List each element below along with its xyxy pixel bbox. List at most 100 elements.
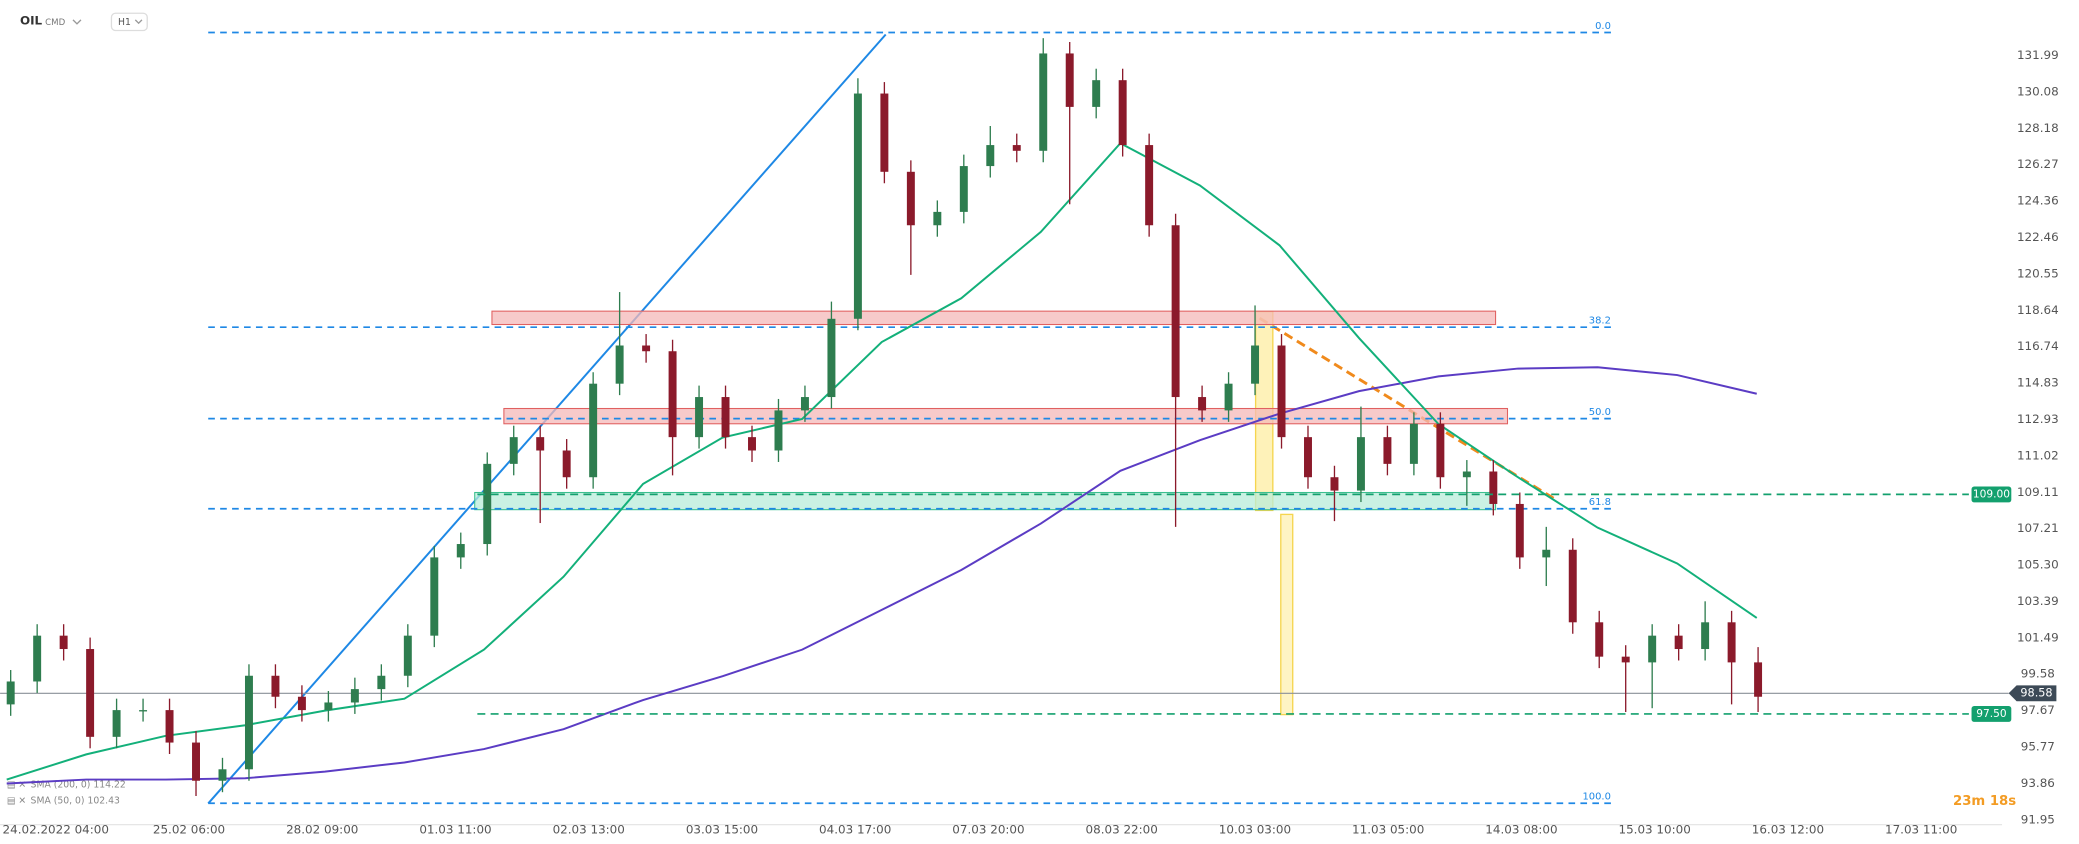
candle-body — [6, 681, 15, 705]
y-tick-label: 91.95 — [2021, 812, 2055, 826]
legend-icon[interactable]: ▤ ✕ — [7, 795, 26, 806]
x-tick-label: 03.03 15:00 — [686, 822, 758, 836]
candle-body — [1012, 145, 1021, 151]
y-tick-label: 107.21 — [2017, 521, 2059, 535]
fib-label: 38.2 — [1589, 316, 1611, 327]
y-tick-label: 112.93 — [2017, 412, 2059, 426]
candle-body — [1409, 423, 1418, 464]
fib-label: 0.0 — [1595, 21, 1611, 32]
candle-body — [1727, 622, 1736, 663]
interval-box[interactable] — [110, 12, 148, 32]
candle-body — [244, 675, 253, 770]
candle-body — [377, 675, 386, 690]
y-tick-label: 122.46 — [2017, 230, 2059, 244]
candle-body — [86, 649, 95, 737]
x-tick-label: 11.03 05:00 — [1352, 822, 1424, 836]
candle-body — [1224, 383, 1233, 411]
symbol[interactable]: OIL — [20, 14, 43, 28]
x-tick-label: 08.03 22:00 — [1086, 822, 1158, 836]
fib-label: 61.8 — [1589, 497, 1611, 508]
candle-body — [1356, 437, 1365, 491]
candle-body — [1701, 622, 1710, 650]
candle-body — [324, 702, 333, 711]
candle-body — [986, 145, 995, 167]
candle-body — [1436, 423, 1445, 478]
x-tick-label: 10.03 03:00 — [1219, 822, 1291, 836]
candle-body — [1568, 549, 1577, 623]
candle-body — [1621, 656, 1630, 663]
candle-body — [1648, 635, 1657, 663]
price-tag — [2008, 685, 2057, 702]
candle-body — [1595, 622, 1604, 657]
candle-body — [933, 211, 942, 226]
y-tick-label: 128.18 — [2017, 121, 2059, 135]
fib-label: 100.0 — [1582, 792, 1610, 803]
y-tick-label: 109.11 — [2017, 485, 2059, 499]
price-tag — [1971, 486, 2012, 503]
timer: 23m 18s — [1953, 794, 2016, 809]
price-tag-label: 98.58 — [2020, 686, 2052, 699]
sma-line — [6, 366, 1757, 785]
price-tag — [1971, 705, 2012, 722]
x-tick-label: 24.02.2022 04:00 — [3, 822, 109, 836]
candle-body — [959, 166, 968, 212]
candle-body — [271, 675, 280, 697]
candle-body — [615, 345, 624, 384]
candle-body — [483, 463, 492, 545]
candle-body — [1171, 225, 1180, 398]
x-tick-label: 04.03 17:00 — [819, 822, 891, 836]
candle-body — [800, 397, 809, 411]
candle-body — [350, 689, 359, 703]
fib-label: 50.0 — [1589, 407, 1611, 418]
price-tag-label: 109.00 — [1973, 488, 2010, 500]
candle-body — [562, 450, 571, 478]
candle-body — [748, 437, 756, 451]
candle-body — [33, 635, 42, 682]
candle-body — [1092, 80, 1101, 107]
x-tick-label: 14.03 08:00 — [1485, 822, 1557, 836]
y-tick-label: 99.58 — [2021, 667, 2055, 681]
dropdown-icon[interactable] — [72, 19, 82, 25]
candle-body — [1251, 345, 1260, 384]
dropdown-icon[interactable] — [134, 19, 143, 25]
x-tick-label: 07.03 20:00 — [952, 822, 1024, 836]
y-tick-label: 95.77 — [2021, 739, 2055, 753]
price-tag-label: 97.50 — [1976, 708, 2007, 720]
candle-body — [218, 769, 227, 781]
candle-body — [1515, 503, 1524, 558]
x-tick-label: 17.03 11:00 — [1885, 822, 1957, 836]
x-tick-label: 01.03 11:00 — [419, 822, 491, 836]
candle-body — [1065, 53, 1074, 107]
zone — [503, 407, 1509, 425]
candle-body — [112, 710, 121, 737]
y-tick-label: 103.39 — [2017, 594, 2059, 608]
y-tick-label: 101.49 — [2017, 630, 2059, 644]
y-tick-label: 124.36 — [2017, 194, 2059, 208]
legend-entry: SMA (50, 0) 102.43 — [31, 795, 120, 806]
candle-body — [1304, 437, 1312, 478]
candle-body — [1277, 345, 1286, 438]
candle-body — [192, 742, 200, 781]
interval[interactable]: H1 — [118, 17, 131, 28]
candle-body — [165, 710, 174, 743]
candle-body — [853, 93, 862, 319]
market: CMD — [45, 18, 65, 28]
candle-body — [1754, 662, 1763, 697]
x-tick-label: 16.03 12:00 — [1752, 822, 1824, 836]
candle-body — [430, 557, 439, 636]
candle-body — [906, 171, 915, 226]
candle-body — [509, 437, 518, 464]
legend-icon[interactable]: ▤ ✕ — [7, 779, 26, 790]
candle-body — [1039, 53, 1048, 151]
candle-body — [1542, 549, 1551, 558]
candle-body — [456, 544, 465, 558]
candle-body — [827, 318, 836, 398]
y-tick-label: 114.83 — [2017, 376, 2059, 390]
candle-body — [668, 351, 677, 438]
candle-body — [536, 437, 545, 451]
y-tick-label: 126.27 — [2017, 157, 2059, 171]
candle-body — [59, 635, 68, 650]
highlight-box[interactable] — [1280, 513, 1294, 716]
x-tick-label: 25.02 06:00 — [153, 822, 225, 836]
sma-line — [6, 141, 1758, 781]
